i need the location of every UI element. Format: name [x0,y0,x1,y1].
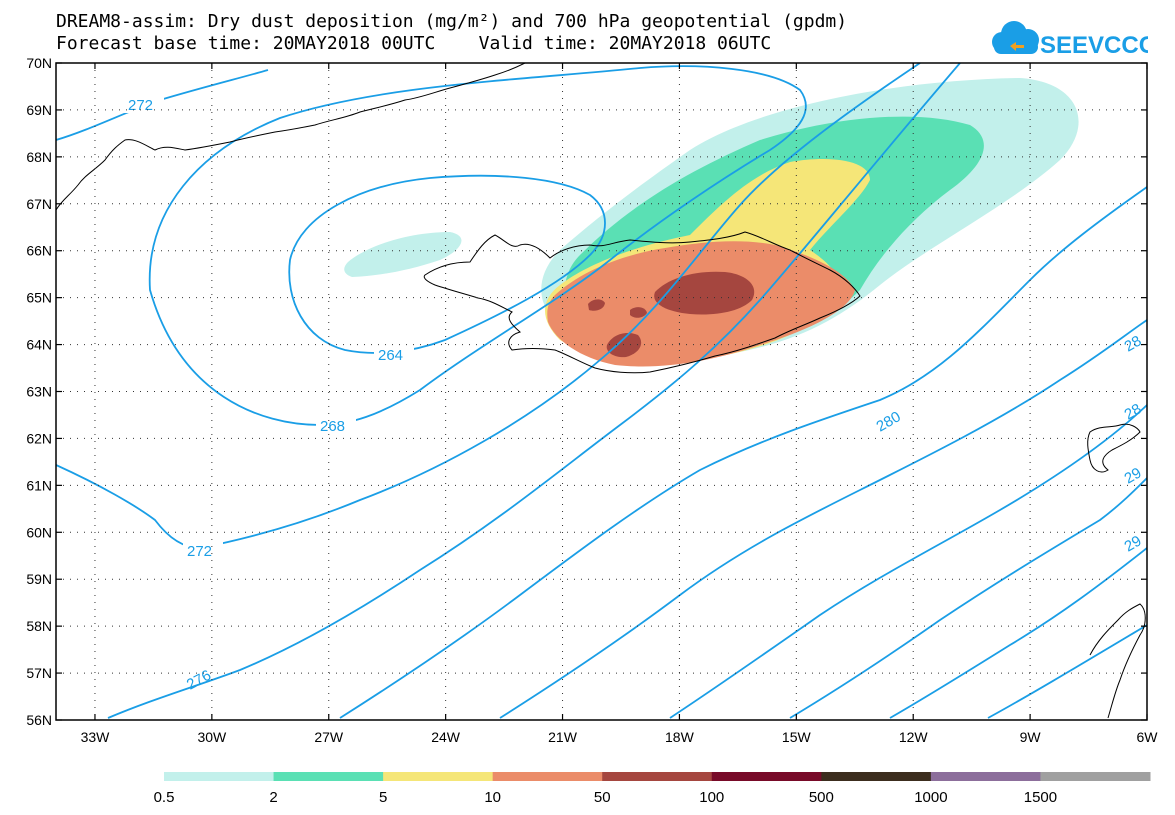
lat-label-61N: 61N [26,477,52,493]
legend-swatch-8 [1040,772,1151,781]
axis-ticks [56,62,1148,721]
lat-label-59N: 59N [26,571,52,587]
contour-272 [56,63,921,549]
lon-label-33W: 33W [81,729,111,745]
legend-swatch-1 [273,772,384,781]
lat-label-67N: 67N [26,196,52,212]
legend-swatch-0 [164,772,275,781]
dust-level-50-mid [630,307,647,318]
lat-label-63N: 63N [26,384,52,400]
lat-label-64N: 64N [26,337,52,353]
legend-label-10: 10 [484,789,501,806]
contour-label-272: 272 [187,543,212,560]
legend-label-50: 50 [594,789,611,806]
dust-level-50-west [588,299,605,311]
legend-label-500: 500 [809,789,834,806]
lat-label-65N: 65N [26,290,52,306]
lat-label-60N: 60N [26,524,52,540]
cloud-icon [992,21,1039,54]
lat-label-58N: 58N [26,618,52,634]
contour-300 [987,624,1147,719]
legend-label-5: 5 [379,789,387,806]
contour-label-296: 29 [1122,532,1145,555]
lat-label-66N: 66N [26,243,52,259]
lat-label-56N: 56N [26,712,52,728]
chart-subtitle: Forecast base time: 20MAY2018 00UTC Vali… [56,33,772,54]
legend-swatch-3 [492,772,603,781]
dust-level-50-south [606,333,642,358]
coastline-scotland [1089,603,1146,719]
legend-swatch-4 [602,772,713,781]
lat-label-70N: 70N [26,55,52,71]
contour-label-272-north: 272 [128,97,153,114]
legend-label-1500: 1500 [1024,789,1057,806]
lat-label-69N: 69N [26,102,52,118]
lon-label-15W: 15W [782,729,812,745]
lat-label-57N: 57N [26,665,52,681]
legend-label-0.5: 0.5 [154,789,175,806]
lon-label-9W: 9W [1020,729,1042,745]
contour-label-288: 28 [1122,400,1145,423]
coastlines [56,63,1146,719]
contour-276 [107,63,961,719]
lon-label-12W: 12W [899,729,929,745]
contour-288 [669,404,1147,719]
lon-label-24W: 24W [431,729,461,745]
contour-label-264: 264 [378,347,403,364]
lon-label-27W: 27W [314,729,344,745]
lon-label-6W: 6W [1137,729,1159,745]
contour-label-268: 268 [320,418,345,435]
legend-label-2: 2 [269,789,277,806]
contour-284 [499,319,1147,719]
legend-label-100: 100 [699,789,724,806]
lat-label-68N: 68N [26,149,52,165]
chart-title: DREAM8-assim: Dry dust deposition (mg/m²… [56,11,848,32]
lon-label-30W: 30W [197,729,227,745]
coastline-iceland [423,231,861,374]
dust-level-0.5-west [344,232,462,277]
contour-264 [288,174,606,354]
seevccc-logo: SEEVCCC [992,21,1148,59]
logo-text: SEEVCCC [1040,32,1148,59]
dust-deposition-shading [344,78,1079,367]
contour-label-284: 28 [1122,332,1145,355]
coastline-greenland [56,63,526,211]
contour-292 [789,477,1147,719]
legend-label-1000: 1000 [914,789,947,806]
lon-label-18W: 18W [665,729,695,745]
contour-label-292: 29 [1122,464,1145,487]
dust-level-50-central [654,271,755,315]
lon-label-21W: 21W [548,729,578,745]
coastline-faroe [1087,423,1141,473]
latitude-labels: 70N 69N 68N 67N 66N 65N 64N 63N 62N 61N 60N 59N 58N 5… [26,55,52,728]
longitude-labels: 33W 30W 27W 24W 21W 18W 15W 12W 9W 6W [81,729,1159,745]
legend-swatch-6 [821,772,932,781]
legend-swatch-5 [711,772,822,781]
lat-label-62N: 62N [26,430,52,446]
legend-swatch-2 [383,772,494,781]
legend-swatch-7 [930,772,1041,781]
